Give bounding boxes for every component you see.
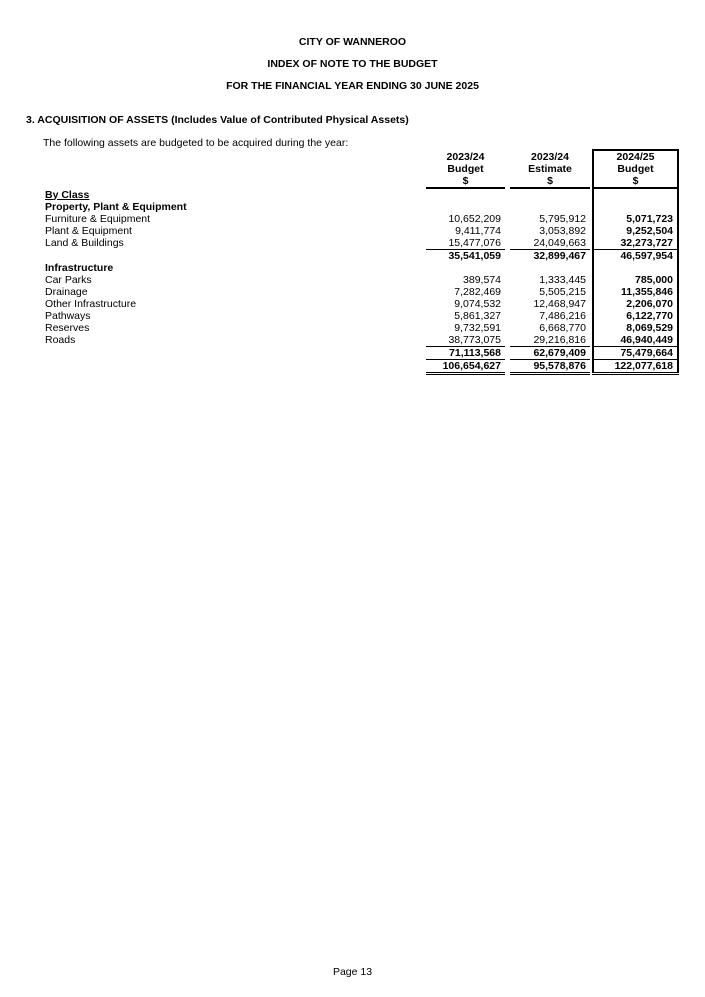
value-2023-24-estimate: 6,668,770 [539, 322, 586, 334]
value-2024-25-budget: 5,071,723 [592, 213, 679, 225]
value-2023-24-budget: 9,411,774 [455, 225, 501, 237]
org-name: CITY OF WANNEROO [298, 36, 407, 48]
value-2024-25-budget: 32,273,727 [592, 237, 679, 250]
total-value: 122,077,618 [592, 359, 679, 375]
value-2023-24-estimate: 1,333,445 [539, 274, 586, 286]
value-2023-24-budget: 38,773,075 [448, 334, 501, 346]
row-label: Roads [45, 334, 76, 347]
col-type: Budget [592, 163, 679, 175]
subtotal-value: 75,479,664 [592, 346, 679, 360]
header-row-type: Budget Estimate Budget [43, 163, 679, 175]
value-2024-25-budget: 6,122,770 [592, 310, 679, 322]
table-row: Car Parks 389,574 1,333,445 785,000 [43, 274, 679, 286]
infrastructure-heading: Infrastructure [45, 262, 114, 274]
table-row: Furniture & Equipment 10,652,209 5,795,912… [43, 213, 679, 225]
page-number: Page 13 [332, 966, 373, 978]
row-label: Land & Buildings [45, 237, 124, 250]
by-class-heading: By Class [45, 188, 90, 201]
header-row-unit: $ $ $ [43, 175, 679, 189]
total-value: 95,578,876 [510, 359, 590, 375]
section-title: 3. ACQUISITION OF ASSETS (Includes Value… [26, 114, 409, 126]
header-row-year: 2023/24 2023/24 2024/25 [43, 149, 679, 163]
value-2023-24-budget: 15,477,076 [448, 237, 501, 249]
table-row: Reserves 9,732,591 6,668,770 8,069,529 [43, 322, 679, 334]
row-label: Other Infrastructure [45, 298, 137, 310]
row-label: Car Parks [45, 274, 92, 286]
value-2023-24-estimate: 24,049,663 [533, 237, 586, 249]
col-unit: $ [426, 175, 505, 189]
value-2024-25-budget: 9,252,504 [592, 225, 679, 237]
ppe-heading: Property, Plant & Equipment [45, 201, 187, 213]
value-2024-25-budget: 2,206,070 [592, 298, 679, 310]
subtotal-value: 62,679,409 [510, 346, 590, 360]
value-2023-24-estimate: 3,053,892 [539, 225, 586, 237]
col-year: 2023/24 [531, 150, 569, 163]
ppe-subtotal-row: 35,541,059 32,899,467 46,597,954 [43, 249, 679, 262]
row-label: Furniture & Equipment [45, 213, 151, 225]
value-2023-24-estimate: 12,468,947 [533, 298, 586, 310]
infra-subtotal-row: 71,113,568 62,679,409 75,479,664 [43, 346, 679, 360]
value-2024-25-budget: 46,940,449 [592, 334, 679, 347]
value-2024-25-budget: 785,000 [592, 274, 679, 286]
value-2024-25-budget: 8,069,529 [592, 322, 679, 334]
col-year: 2024/25 [592, 149, 679, 163]
subtotal-value: 32,899,467 [510, 249, 590, 262]
value-2024-25-budget: 11,355,846 [592, 286, 679, 298]
row-label: Plant & Equipment [45, 225, 132, 237]
col-year: 2023/24 [446, 150, 485, 163]
col-unit: $ [592, 175, 679, 189]
value-2023-24-estimate: 5,795,912 [539, 213, 586, 225]
table-row: Land & Buildings 15,477,076 24,049,663 32,2… [43, 237, 679, 250]
value-2023-24-budget: 9,074,532 [454, 298, 501, 310]
value-2023-24-estimate: 29,216,816 [533, 334, 586, 346]
col-unit: $ [510, 175, 590, 189]
acquisition-table: 2023/24 2023/24 2024/25 Budget Estimate … [43, 149, 679, 375]
value-2023-24-budget: 7,282,469 [454, 286, 501, 298]
value-2023-24-budget: 10,652,209 [448, 213, 501, 225]
col-type: Budget [447, 163, 484, 175]
value-2023-24-estimate: 7,486,216 [539, 310, 586, 322]
subtotal-value: 46,597,954 [592, 249, 679, 262]
value-2023-24-budget: 5,861,327 [454, 310, 501, 322]
table-row: Roads 38,773,075 29,216,816 46,940,449 [43, 334, 679, 347]
total-value: 106,654,627 [426, 359, 505, 375]
col-type: Estimate [528, 163, 572, 175]
value-2023-24-budget: 9,732,591 [454, 322, 501, 334]
period: FOR THE FINANCIAL YEAR ENDING 30 JUNE 20… [226, 80, 479, 92]
document-title: INDEX OF NOTE TO THE BUDGET [267, 58, 438, 70]
grand-total-row: 106,654,627 95,578,876 122,077,618 [43, 359, 679, 375]
section-intro: The following assets are budgeted to be … [43, 137, 349, 149]
value-2023-24-budget: 389,574 [463, 274, 501, 286]
subtotal-value: 71,113,568 [426, 346, 505, 360]
row-label: Pathways [45, 310, 91, 322]
row-label: Drainage [45, 286, 88, 298]
row-label: Reserves [45, 322, 90, 334]
table-row: Pathways 5,861,327 7,486,216 6,122,770 [43, 310, 679, 322]
table-row: Plant & Equipment 9,411,774 3,053,892 9,252… [43, 225, 679, 237]
table-row: Other Infrastructure 9,074,532 12,468,947 2… [43, 298, 679, 310]
subtotal-value: 35,541,059 [426, 249, 505, 262]
value-2023-24-estimate: 5,505,215 [539, 286, 586, 298]
table-row: Drainage 7,282,469 5,505,215 11,355,846 [43, 286, 679, 298]
